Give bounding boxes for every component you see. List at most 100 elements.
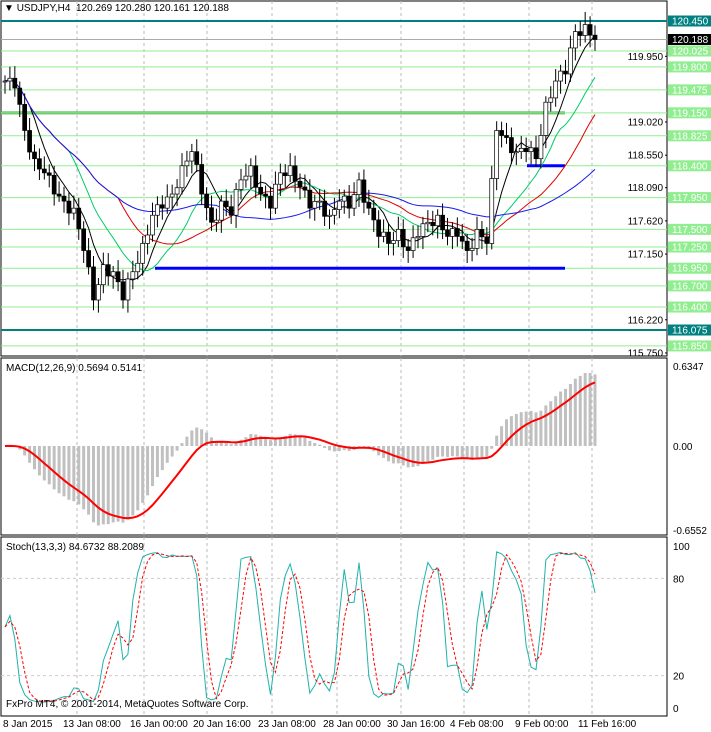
level-label-bg [668,262,711,274]
candle-body [523,147,529,153]
macd-tick-label: -0.6552 [673,526,707,537]
macd-histogram-bar [411,446,415,467]
candle-body [179,165,185,189]
macd-histogram-bar [593,374,597,446]
candle-body [513,151,519,154]
moving-average-line [4,79,596,220]
level-label-bg [668,241,711,253]
x-tick-label: 23 Jan 08:00 [258,719,316,730]
candle-body [56,193,62,197]
candle-body [233,189,239,216]
macd-histogram-bar [514,413,518,446]
candle-body [563,70,568,75]
candle-body [12,77,18,89]
symbol-label: USDJPY,H4 [16,3,71,14]
macd-histogram-bar [111,446,115,523]
level-label: 120.025 [672,47,709,58]
macd-histogram-bar [160,446,164,471]
candle-body [533,147,539,160]
candle-body [199,164,205,195]
x-tick-label: 4 Feb 08:00 [450,719,504,730]
macd-histogram-bar [455,446,459,457]
level-label-bg [668,34,711,46]
candle-body [135,262,141,273]
macd-histogram-bar [200,429,204,446]
macd-histogram-bar [298,435,302,446]
candle-body [27,130,32,153]
level-label-bg [668,223,711,235]
macd-histogram-bar [485,446,489,458]
panel-border [0,536,668,717]
candle-body [528,147,534,153]
candle-body [469,247,475,251]
level-label: 116.700 [672,281,708,292]
macd-histogram-bar [239,439,243,446]
macd-histogram-bar [136,446,140,511]
macd-histogram-bar [82,446,86,510]
macd-histogram-bar [303,437,307,446]
macd-histogram-bar [273,439,277,446]
candle-body [81,228,87,251]
x-tick-label: 8 Jan 2015 [3,719,53,730]
level-label: 118.825 [672,131,708,142]
candle-body [37,158,42,170]
y-tick-label: 119.020 [628,118,664,129]
level-label-bg [668,301,711,313]
level-label-bg [668,107,711,119]
macd-histogram-bar [101,446,105,525]
macd-histogram-bar [524,411,528,446]
candle-body [169,193,175,198]
macd-histogram-bar [229,444,233,446]
level-label: 120.188 [672,35,709,46]
macd-histogram-bar [121,446,125,523]
candle-body [223,200,229,208]
level-label-bg [668,340,711,352]
level-label-bg [668,280,711,292]
candle-body [110,271,116,277]
macd-histogram-bar [254,434,258,446]
candle-body [336,200,342,210]
macd-histogram-bar [332,446,336,452]
macd-histogram-bar [37,446,41,476]
dropdown-triangle-icon[interactable]: ▼ [4,3,14,14]
level-label: 117.250 [672,243,708,254]
macd-histogram-bar [224,442,228,446]
candle-body [499,130,504,136]
macd-histogram-bar [509,416,513,446]
candle-body [572,31,578,49]
macd-histogram-bar [406,446,410,468]
candle-body [243,175,249,181]
macd-histogram-bar [583,373,587,446]
candle-body [371,207,377,221]
moving-average-line [4,79,596,245]
macd-histogram-bar [475,446,479,458]
macd-histogram-bar [33,446,36,470]
candle-body [346,195,352,209]
macd-histogram-bar [578,375,582,446]
macd-histogram-bar [92,446,95,523]
macd-histogram-bar [337,446,341,452]
candle-body [386,231,391,244]
candle-body [445,229,450,237]
macd-histogram-bar [318,444,322,446]
candle-body [400,229,406,248]
candle-body [484,236,490,244]
stoch-tick-label: 20 [673,672,685,683]
macd-histogram-bar [57,446,61,494]
candle-body [140,243,146,264]
candle-body [273,183,278,209]
candle-body [489,178,495,244]
candle-body [189,151,195,162]
x-tick-label: 13 Jan 08:00 [63,719,121,730]
macd-histogram-bar [544,405,548,446]
macd-histogram-bar [446,446,449,457]
level-label-bg [668,130,711,142]
macd-histogram-bar [185,436,189,446]
candle-body [105,264,111,277]
macd-histogram-bar [573,378,577,446]
ohlc-label: 120.269 120.280 120.161 120.188 [75,3,229,14]
candle-body [548,97,554,103]
moving-average-line [4,35,596,281]
